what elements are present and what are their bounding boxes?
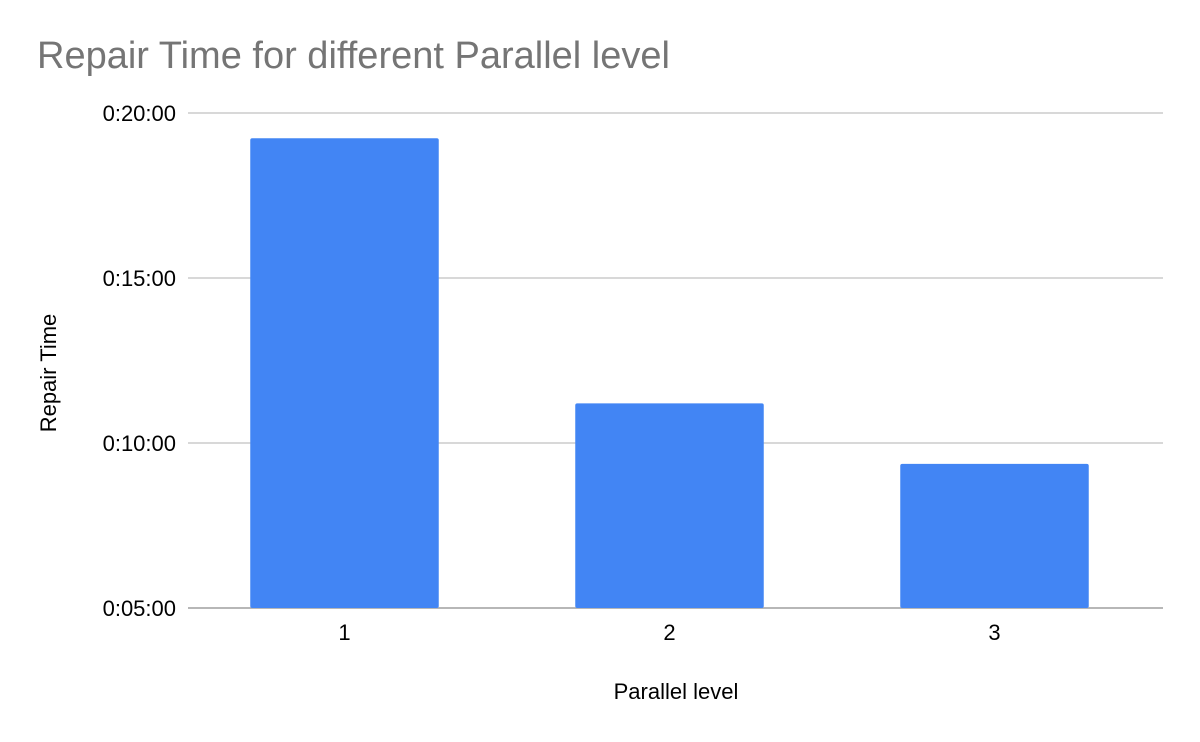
x-tick-label: 2: [663, 620, 675, 645]
x-tick-label: 3: [988, 620, 1000, 645]
chart-title: Repair Time for different Parallel level: [37, 35, 670, 77]
bar-1: [250, 138, 439, 609]
y-tick-labels: 0:05:00 0:10:00 0:15:00 0:20:00: [103, 101, 176, 621]
x-tick-label: 1: [338, 620, 350, 645]
bars: [250, 138, 1089, 609]
bar-3: [900, 463, 1089, 608]
x-tick-labels: 1 2 3: [338, 620, 1000, 645]
x-axis-label: Parallel level: [614, 679, 739, 704]
bar-2: [575, 403, 764, 608]
y-axis-label: Repair Time: [36, 314, 61, 433]
y-tick-label: 0:15:00: [103, 266, 176, 291]
y-tick-label: 0:10:00: [103, 431, 176, 456]
y-tick-label: 0:05:00: [103, 596, 176, 621]
y-tick-label: 0:20:00: [103, 101, 176, 126]
